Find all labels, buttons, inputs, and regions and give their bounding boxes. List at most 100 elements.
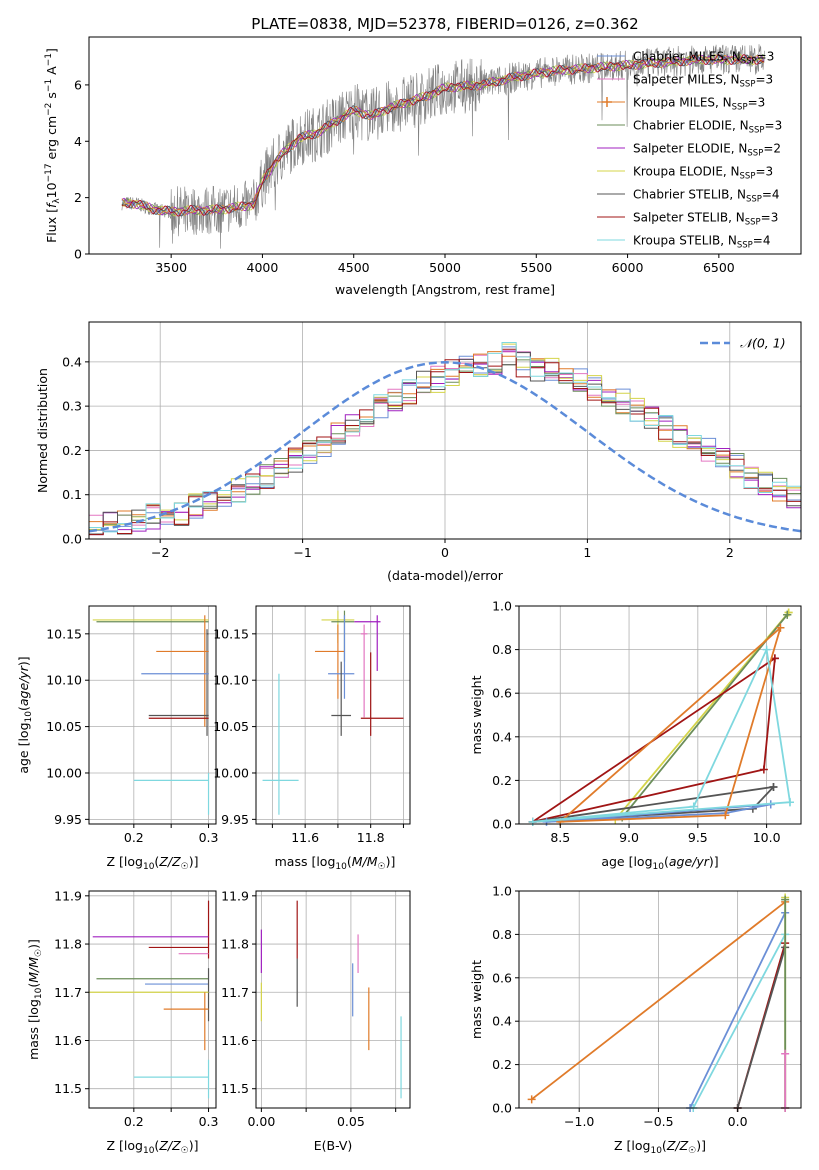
label-part: Chabrier STELIB, N xyxy=(633,188,746,202)
label-part: Z/Z xyxy=(158,854,181,869)
label-part: Kroupa ELODIE, N xyxy=(633,165,740,179)
y-tick-label: 0.2 xyxy=(62,443,82,458)
data-spectrum-line xyxy=(121,44,765,249)
x-axis-label: Z [log10(Z/Z☉)] xyxy=(107,854,199,872)
subscript: SSP xyxy=(746,195,762,205)
age_vs_Z-panel: 0.2 0.3 9.95 10.00 10.05 10.10 10.15 Z [log10(Z… xyxy=(16,605,219,872)
errorbar-point xyxy=(331,661,352,736)
errorbar-point xyxy=(156,615,209,727)
y-tick-label: 11.8 xyxy=(54,937,82,952)
y-tick-label: 10.05 xyxy=(213,719,249,734)
errorbars xyxy=(92,615,210,815)
label-part: ( xyxy=(664,854,669,869)
y-tick-label: 10.15 xyxy=(213,626,249,641)
errorbar-point xyxy=(354,615,381,671)
errorbars xyxy=(260,900,402,1099)
errorbar-point xyxy=(314,624,345,699)
weight-marker xyxy=(689,802,698,811)
y-tick-label: 10.00 xyxy=(46,765,82,780)
model-spectrum-kroupa_miles xyxy=(121,54,764,216)
legend-label: Chabrier STELIB, NSSP=4 xyxy=(633,188,780,205)
label-part: =4 xyxy=(762,188,780,202)
subscript: 10 xyxy=(335,862,347,872)
x-tick-label: 1 xyxy=(583,545,591,560)
x-tick-label: 9.0 xyxy=(619,830,639,845)
y-tick-label: 10.00 xyxy=(213,765,249,780)
x-tick-label: 0.3 xyxy=(199,830,219,845)
weight-line-kroupa_miles xyxy=(557,627,782,823)
legend-label: Kroupa STELIB, NSSP=4 xyxy=(633,234,771,251)
label-part: ( xyxy=(347,854,352,869)
y-axis-label: age [log10(age/yr)] xyxy=(16,656,34,773)
label-part: =3 xyxy=(757,50,775,64)
weight-marker xyxy=(781,895,790,904)
subscript: ☉ xyxy=(34,949,44,957)
errorbar-point xyxy=(262,673,299,815)
label-part: =2 xyxy=(763,142,781,156)
axes-frame xyxy=(88,890,217,1109)
y-tick-label: 0.8 xyxy=(492,927,512,942)
errorbar-point xyxy=(360,624,368,718)
mass_vs_Z-panel: 0.2 0.3 11.5 11.6 11.7 11.8 11.9 Z [log10(Z/Z☉)… xyxy=(26,888,218,1156)
label-part: =3 xyxy=(755,165,773,179)
x-axis-label: mass [log10(M/M☉)] xyxy=(275,854,396,872)
errorbars xyxy=(89,900,210,1099)
x-axis-label: Z [log10(Z/Z☉)] xyxy=(614,1138,706,1156)
x-tick-label: 0.00 xyxy=(247,1114,275,1129)
subscript: 10 xyxy=(650,1146,662,1156)
subscript: SSP xyxy=(737,241,753,251)
label-part: =3 xyxy=(761,211,779,225)
y-tick-label: 11.6 xyxy=(54,1033,82,1048)
x-tick-label: 4000 xyxy=(247,260,279,275)
x-axis-label: age [log10(age/yr)] xyxy=(601,854,718,872)
weight-line-chabrier_miles xyxy=(689,912,787,1109)
x-tick-label: 0.0 xyxy=(728,1114,748,1129)
x-tick-label: 5000 xyxy=(429,260,461,275)
y-tick-label: 0.6 xyxy=(492,686,512,701)
label-part: Salpeter MILES, N xyxy=(633,73,740,87)
superscript: −1 xyxy=(44,53,54,66)
y-tick-label: 0.2 xyxy=(492,1057,512,1072)
y-tick-label: 0.4 xyxy=(62,354,82,369)
y-tick-label: 0.4 xyxy=(492,729,512,744)
errorbar-point xyxy=(133,772,210,815)
spectrum-panel: 3500 4000 4500 5000 5500 6000 6500 0 2 4 6 waveleng… xyxy=(44,36,802,297)
legend-label: Chabrier ELODIE, NSSP=3 xyxy=(633,119,782,136)
y-tick-label: 10.05 xyxy=(46,719,82,734)
subscript: SSP xyxy=(749,126,765,136)
figure-title: PLATE=0838, MJD=52378, FIBERID=0126, z=0… xyxy=(251,15,638,33)
axes-frame xyxy=(255,605,411,825)
label-part: age/yr xyxy=(16,665,31,706)
label-part: )] xyxy=(189,1138,199,1153)
y-tick-label: 0.0 xyxy=(492,1101,512,1116)
weight-marker xyxy=(776,623,785,632)
model-spectrum-salpeter_elodie xyxy=(121,54,765,216)
spectrum-traces xyxy=(121,44,765,249)
label-part: =3 xyxy=(765,119,783,133)
label-part: Kroupa MILES, N xyxy=(633,96,732,110)
subscript: SSP xyxy=(747,149,763,159)
y-tick-label: 11.9 xyxy=(221,888,249,903)
y-tick-label: 0.0 xyxy=(62,532,82,547)
superscript: −2 xyxy=(44,103,54,116)
y-tick-label: 0.3 xyxy=(62,399,82,414)
weight-line-chabrier_stelib xyxy=(736,947,787,1109)
gaussian-curve xyxy=(89,361,801,533)
weight-lines xyxy=(528,608,794,826)
label-part: Chabrier MILES, N xyxy=(633,50,741,64)
y-tick-label: 9.95 xyxy=(221,812,249,827)
weight-marker xyxy=(781,1049,790,1058)
label-part: ( xyxy=(26,983,41,988)
weight-marker xyxy=(783,610,792,619)
x-tick-label: 10.0 xyxy=(753,830,781,845)
y-tick-label: 10.15 xyxy=(46,626,82,641)
subscript: SSP xyxy=(732,103,748,113)
label-part: Kroupa STELIB, N xyxy=(633,234,737,248)
errorbars xyxy=(262,610,404,815)
label-part: A xyxy=(44,66,59,79)
weight-marker xyxy=(759,765,768,774)
legend-label: Salpeter STELIB, NSSP=3 xyxy=(633,211,778,228)
y-tick-label: 0.2 xyxy=(492,773,512,788)
